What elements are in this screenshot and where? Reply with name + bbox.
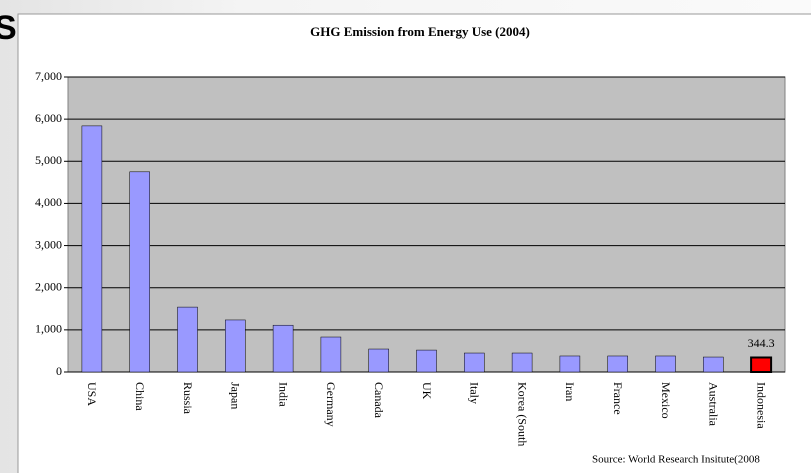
bar bbox=[416, 349, 437, 373]
y-tick-label: 7,000 bbox=[35, 69, 62, 83]
x-tick-label: Mexico bbox=[659, 382, 673, 419]
y-tick-label: 4,000 bbox=[35, 195, 62, 209]
x-tick-label: Germany bbox=[324, 382, 338, 427]
x-tick-label: Iran bbox=[563, 382, 577, 401]
bar bbox=[511, 352, 533, 373]
y-tick-label: 3,000 bbox=[35, 237, 62, 251]
x-tick-label: Canada bbox=[372, 382, 386, 419]
x-tick-label: Russia bbox=[181, 382, 195, 415]
bar bbox=[177, 306, 198, 373]
chart-title: GHG Emission from Energy Use (2004) bbox=[310, 24, 530, 39]
y-tick-label: 2,000 bbox=[35, 279, 62, 293]
y-tick-label: 1,000 bbox=[35, 322, 62, 336]
x-tick-label: USA bbox=[85, 382, 99, 406]
x-tick-label: France bbox=[611, 382, 625, 415]
y-tick-label: 6,000 bbox=[35, 111, 62, 125]
x-tick-label: Korea (South bbox=[515, 382, 529, 446]
bar bbox=[703, 356, 724, 373]
y-tick-label: 0 bbox=[56, 364, 62, 378]
x-tick-label: Australia bbox=[707, 382, 721, 427]
bar bbox=[225, 319, 246, 373]
plot-area bbox=[67, 76, 786, 373]
x-tick-label: India bbox=[276, 382, 290, 407]
bar bbox=[607, 355, 628, 373]
x-tick-label: UK bbox=[420, 382, 434, 400]
y-tick-label: 5,000 bbox=[35, 153, 62, 167]
bar bbox=[320, 336, 342, 373]
source-note: Source: World Research Insitute(2008 bbox=[592, 454, 760, 466]
value-label: 344.3 bbox=[748, 336, 775, 350]
bar bbox=[655, 355, 676, 373]
bar bbox=[750, 356, 773, 373]
x-tick-label: Japan bbox=[229, 382, 243, 409]
bar bbox=[272, 324, 294, 373]
bar bbox=[81, 125, 103, 373]
x-tick-label: China bbox=[133, 382, 147, 411]
slide-title: S bbox=[0, 9, 17, 47]
bar bbox=[129, 171, 150, 373]
x-tick-label: Indonesia bbox=[754, 382, 768, 429]
bar bbox=[368, 348, 389, 373]
x-tick-label: Italy bbox=[468, 382, 482, 404]
bar bbox=[559, 355, 581, 373]
bar bbox=[464, 352, 485, 373]
